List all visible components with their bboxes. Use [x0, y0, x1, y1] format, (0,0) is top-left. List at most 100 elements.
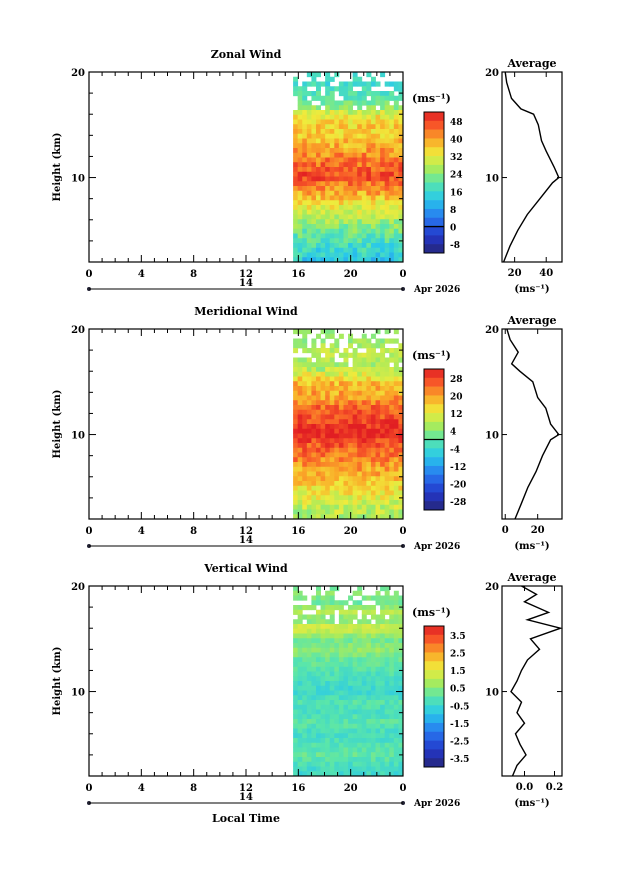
heatmap-cell	[348, 214, 354, 220]
heatmap-cell	[370, 605, 376, 611]
heatmap-cell	[384, 757, 390, 763]
heatmap-cell	[293, 200, 299, 206]
heatmap-cell	[302, 433, 308, 439]
heatmap-cell	[393, 619, 399, 625]
heatmap-cell	[306, 462, 312, 468]
colorbar-band	[424, 501, 444, 511]
heatmap-cell	[393, 171, 399, 177]
heatmap-cell	[316, 514, 321, 520]
heatmap-cell	[389, 119, 395, 125]
heatmap-cell	[311, 414, 317, 420]
heatmap-cell	[352, 476, 358, 482]
heatmap-cell	[375, 738, 381, 744]
heatmap-cell	[316, 481, 321, 487]
heatmap-cell	[302, 162, 308, 168]
heatmap-cell	[375, 371, 381, 377]
heatmap-cell	[334, 662, 340, 668]
heatmap-cell	[348, 619, 354, 625]
heatmap-cell	[357, 643, 363, 649]
heatmap-cell	[366, 105, 372, 111]
heatmap-cell	[375, 600, 381, 606]
heatmap-cell	[389, 742, 395, 748]
heatmap-cell	[380, 91, 386, 97]
heatmap-cell	[366, 381, 372, 387]
heatmap-cell	[320, 414, 326, 420]
heatmap-cell	[357, 357, 363, 363]
heatmap-cell	[370, 376, 376, 382]
heatmap-cell	[306, 747, 312, 753]
heatmap-cell	[361, 514, 367, 520]
heatmap-cell	[306, 457, 312, 463]
heatmap-cell	[357, 381, 363, 387]
heatmap-cell	[297, 138, 303, 144]
heatmap-cell	[375, 219, 381, 225]
heatmap-cell	[389, 95, 395, 101]
heatmap-cell	[325, 424, 331, 430]
heatmap-cell	[389, 167, 395, 173]
heatmap-cell	[361, 452, 367, 458]
date-label: 14	[239, 535, 253, 546]
heatmap-cell	[311, 200, 317, 206]
heatmap-cell	[338, 352, 344, 358]
heatmap-cell	[334, 490, 340, 496]
heatmap-cell	[393, 243, 399, 249]
heatmap-cell	[293, 428, 299, 434]
heatmap-cell	[380, 628, 386, 634]
heatmap-cell	[380, 624, 386, 630]
heatmap-cell	[384, 252, 390, 258]
heatmap-cell	[370, 124, 376, 130]
heatmap-cell	[334, 400, 340, 406]
heatmap-cell	[398, 86, 404, 92]
heatmap-cell	[366, 129, 372, 135]
heatmap-cell	[380, 671, 386, 677]
heatmap-cell	[375, 338, 381, 344]
heatmap-cell	[370, 152, 376, 158]
profile-x-tick-label: 40	[539, 268, 553, 279]
heatmap-cell	[316, 357, 321, 363]
heatmap-cell	[329, 457, 335, 463]
heatmap-cell	[389, 352, 395, 358]
heatmap-cell	[329, 400, 335, 406]
heatmap-cell	[325, 447, 331, 453]
heatmap-cell	[334, 419, 340, 425]
heatmap-cell	[302, 200, 308, 206]
heatmap-cell	[320, 662, 326, 668]
heatmap-cell	[375, 167, 381, 173]
heatmap-cell	[375, 476, 381, 482]
heatmap-cell	[338, 209, 344, 215]
heatmap-cell	[306, 619, 312, 625]
heatmap-cell	[297, 652, 303, 658]
colorbar-band	[424, 208, 444, 219]
heatmap-cell	[297, 390, 303, 396]
heatmap-cell	[293, 343, 299, 349]
heatmap-cell	[316, 162, 321, 168]
colorbar-band	[424, 112, 444, 122]
heatmap-cell	[370, 771, 376, 777]
heatmap-cell	[375, 466, 381, 472]
heatmap-cell	[357, 438, 363, 444]
heatmap-cell	[380, 352, 386, 358]
heatmap-cell	[375, 119, 381, 125]
heatmap-cell	[348, 485, 354, 491]
heatmap-cell	[398, 409, 404, 415]
heatmap-cell	[380, 700, 386, 706]
heatmap-cell	[316, 386, 321, 392]
heatmap-cell	[329, 195, 335, 201]
heatmap-cell	[320, 676, 326, 682]
heatmap-cell	[306, 110, 312, 116]
heatmap-cell	[343, 200, 349, 206]
heatmap-cell	[334, 119, 340, 125]
heatmap-cell	[389, 214, 395, 220]
heatmap-cell	[297, 329, 303, 335]
heatmap-cell	[343, 766, 349, 772]
heatmap-cell	[380, 167, 386, 173]
heatmap-cell	[311, 681, 317, 687]
heatmap-cell	[352, 400, 358, 406]
month-label: Apr 2026	[413, 285, 460, 295]
heatmap-cell	[325, 119, 331, 125]
heatmap-cell	[352, 95, 358, 101]
heatmap-cell	[398, 671, 404, 677]
heatmap-cell	[361, 91, 367, 97]
heatmap-cell	[311, 243, 317, 249]
heatmap-cell	[329, 105, 335, 111]
